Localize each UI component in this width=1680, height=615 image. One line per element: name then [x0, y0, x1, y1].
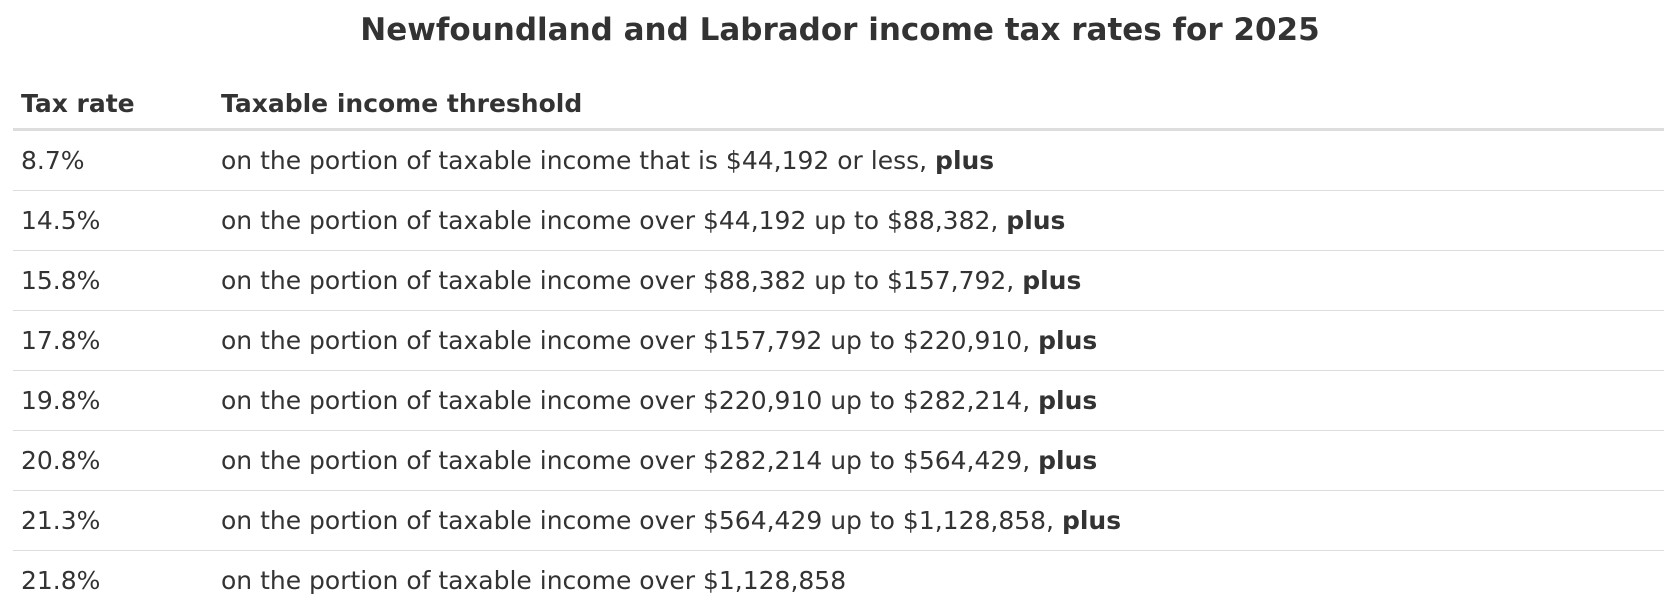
header-cell: Tax rate	[21, 88, 135, 118]
tax-rate: 20.8%	[21, 446, 101, 475]
threshold-text: on the portion of taxable income over $1…	[221, 566, 847, 595]
header-row: Tax rate Taxable income threshold	[13, 78, 1664, 131]
threshold-suffix: plus	[1061, 506, 1122, 535]
threshold-text: on the portion of taxable income over $1…	[221, 326, 1031, 355]
threshold-cell: on the portion of taxable income over $2…	[221, 386, 1664, 415]
threshold-cell: on the portion of taxable income over $4…	[221, 206, 1664, 235]
threshold-text: on the portion of taxable income over $2…	[221, 446, 1031, 475]
tax-rate: 17.8%	[21, 326, 101, 355]
tax-rate: 19.8%	[21, 386, 101, 415]
table-row: 20.8% on the portion of taxable income ov…	[13, 431, 1664, 491]
tax-rate: 21.8%	[21, 566, 101, 595]
threshold-cell: on the portion of taxable income over $1…	[221, 566, 1664, 595]
threshold-cell: on the portion of taxable income over $1…	[221, 326, 1664, 355]
threshold-cell: on the portion of taxable income that is…	[221, 146, 1664, 175]
threshold-text: on the portion of taxable income that is…	[221, 146, 928, 175]
table-title: Newfoundland and Labrador income tax rat…	[360, 12, 1320, 48]
threshold-text: on the portion of taxable income over $2…	[221, 386, 1031, 415]
threshold-text: on the portion of taxable income over $5…	[221, 506, 1054, 535]
threshold-text: on the portion of taxable income over $8…	[221, 266, 1015, 295]
threshold-suffix: plus	[1038, 326, 1098, 355]
threshold-suffix: plus	[1022, 266, 1082, 295]
threshold-cell: on the portion of taxable income over $5…	[221, 506, 1664, 535]
threshold-cell: on the portion of taxable income over $8…	[221, 266, 1664, 295]
table-row: 15.8% on the portion of taxable income ov…	[13, 251, 1664, 311]
tax-rate: 21.3%	[21, 506, 101, 535]
tax-rate: 15.8%	[21, 266, 101, 295]
threshold-cell: on the portion of taxable income over $2…	[221, 446, 1664, 475]
table-row: 8.7% on the portion of taxable income tha…	[13, 131, 1664, 191]
table-row: 14.5% on the portion of taxable income ov…	[13, 191, 1664, 251]
table-row: 17.8% on the portion of taxable income ov…	[13, 311, 1664, 371]
threshold-suffix: plus	[1006, 206, 1066, 235]
threshold-suffix: plus	[935, 146, 995, 175]
table-row: 21.8% on the portion of taxable income ov…	[13, 551, 1664, 610]
tax-rate: 14.5%	[21, 206, 101, 235]
table-row: 21.3% on the portion of taxable income ov…	[13, 491, 1664, 551]
header-cell: Taxable income threshold	[221, 88, 583, 118]
threshold-suffix: plus	[1038, 446, 1098, 475]
table-row: 19.8% on the portion of taxable income ov…	[13, 371, 1664, 431]
threshold-text: on the portion of taxable income over $4…	[221, 206, 999, 235]
tax-table: Tax rate Taxable income threshold 8.7% on…	[13, 78, 1664, 610]
tax-rate: 8.7%	[21, 146, 85, 175]
threshold-suffix: plus	[1038, 386, 1098, 415]
